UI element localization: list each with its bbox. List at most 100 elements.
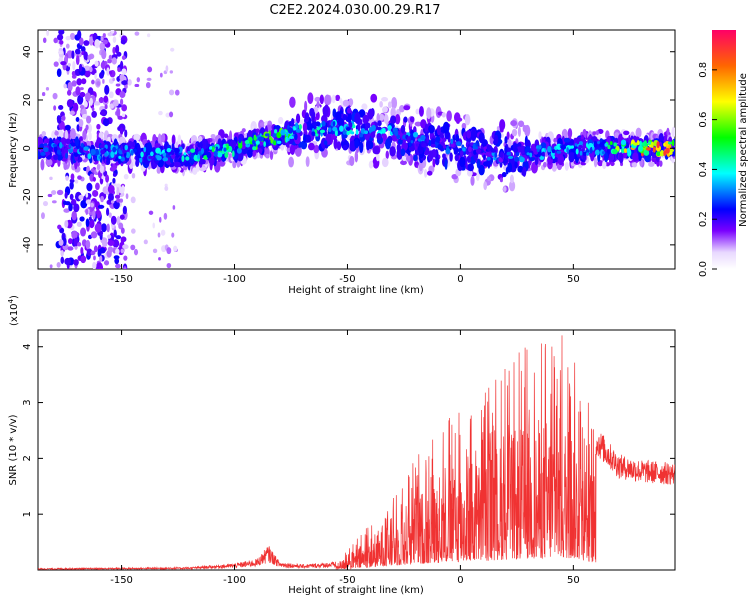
- spectrogram-blob: [382, 133, 387, 142]
- spectrogram-blob: [635, 127, 642, 139]
- spectrogram-blob: [429, 150, 434, 160]
- spectrogram-blob: [521, 169, 526, 176]
- spectrogram-blob: [59, 40, 64, 45]
- spectrogram-blob: [161, 133, 166, 143]
- snr-x-label: Height of straight line (km): [288, 585, 424, 596]
- spectrogram-blob: [79, 216, 85, 222]
- spectrogram-blob: [432, 158, 436, 168]
- spectrogram-blob: [60, 256, 65, 264]
- spectrogram-blob: [64, 192, 68, 199]
- spectrogram-blob: [537, 151, 541, 158]
- spectrogram-blob: [53, 154, 59, 161]
- colorbar-gradient: [712, 30, 736, 269]
- spectrogram-blob: [43, 143, 48, 147]
- spectrogram-blob: [64, 124, 71, 131]
- spectrogram-blob: [118, 222, 124, 230]
- spectrogram-blob: [132, 148, 138, 153]
- spectrogram-blob: [516, 146, 523, 153]
- spectrogram-blob: [253, 136, 258, 141]
- spectrogram-blob: [614, 137, 619, 144]
- spectrogram-blob: [85, 92, 91, 102]
- spectrogram-blob: [96, 81, 101, 86]
- spectrogram-blob: [370, 131, 376, 139]
- svg-text:(x104): (x104): [7, 295, 20, 326]
- spectrogram-blob: [302, 133, 307, 144]
- spectrogram-blob: [455, 141, 462, 147]
- spectrogram-blob: [406, 136, 411, 143]
- spectrogram-blob: [146, 33, 151, 38]
- y-tick-label: 40: [22, 45, 33, 58]
- spectrogram-blob: [311, 121, 318, 127]
- spectrogram-blob: [83, 51, 87, 60]
- spectrogram-blob: [319, 94, 324, 105]
- spectrogram-blob: [342, 144, 348, 151]
- spectrogram-blob: [121, 55, 126, 60]
- spectrogram-blob: [86, 115, 92, 124]
- spectrogram-blob: [100, 149, 106, 155]
- spectrogram-blob: [302, 122, 308, 133]
- spectrogram-blob: [67, 81, 73, 92]
- spectrogram-blob: [120, 248, 125, 254]
- spectrogram-blob: [92, 209, 96, 220]
- spectrogram-blob: [112, 172, 117, 177]
- spectrogram-blob: [122, 149, 127, 154]
- spectrogram-blob: [428, 139, 432, 147]
- spectrogram-blob: [103, 260, 110, 266]
- spectrogram-blob: [400, 124, 406, 134]
- spectrogram-blob: [315, 133, 319, 137]
- spectrogram-blob: [445, 147, 451, 155]
- spectrogram-blob: [114, 194, 121, 199]
- spectrogram-blob: [446, 110, 452, 122]
- spectrogram-blob: [405, 155, 411, 162]
- spectrogram-blob: [567, 128, 573, 139]
- spectrogram-blob: [483, 181, 488, 191]
- spectrogram-blob: [538, 131, 542, 140]
- spectrogram-blob: [121, 113, 126, 118]
- spectrogram-blob: [122, 244, 129, 250]
- spectrogram-blob: [608, 152, 615, 162]
- spectrogram-blob: [542, 161, 547, 168]
- spectrogram-blob: [156, 167, 161, 174]
- spectrogram-blob: [350, 131, 355, 135]
- spectrogram-blob: [449, 152, 453, 162]
- spectrogram-blob: [67, 246, 74, 251]
- y-tick-label: 20: [22, 94, 33, 107]
- spectrogram-blob: [578, 144, 583, 149]
- spectrogram-blob: [427, 170, 433, 176]
- x-tick-label: 0: [457, 575, 463, 586]
- spectrogram-blob: [493, 134, 499, 145]
- spectrogram-blob: [332, 120, 336, 127]
- spectrogram-blob: [444, 159, 448, 170]
- spectrogram-blob: [86, 182, 93, 192]
- spectrogram-blob: [80, 255, 87, 264]
- spectrogram-blob: [168, 111, 174, 118]
- spectrogram-blob: [53, 145, 58, 153]
- spectrogram-blob: [612, 148, 618, 155]
- spectrogram-blob: [400, 160, 407, 166]
- snr-y-label: SNR (10 * v/v): [8, 414, 19, 485]
- spectrogram-blob: [61, 115, 66, 121]
- spectrogram-blob: [486, 176, 492, 181]
- spectrogram-blob: [473, 149, 477, 155]
- spectrogram-blob: [607, 144, 611, 150]
- spectrogram-blob: [152, 222, 156, 229]
- spectrogram-blob: [569, 152, 575, 156]
- spectrogram-blob: [475, 148, 482, 154]
- spectrogram-blob: [116, 198, 121, 203]
- spectrogram-blob: [157, 232, 161, 238]
- spectrogram-blob: [221, 150, 225, 155]
- spectrogram-blob: [522, 124, 527, 133]
- spectrogram-blob: [378, 113, 385, 121]
- spectrogram-blob: [348, 98, 354, 107]
- spectrogram-blob: [190, 148, 196, 153]
- spectrogram-blob: [107, 184, 115, 194]
- spectrogram-blob: [454, 146, 459, 154]
- spectrogram-blob: [162, 157, 169, 162]
- spectrogram-blob: [671, 126, 675, 138]
- spectrogram-blob: [322, 105, 329, 118]
- spectrogram-blob: [304, 112, 310, 123]
- spectrogram-blob: [113, 255, 120, 260]
- spectrogram-blob: [116, 107, 121, 118]
- spectrogram-blob: [49, 176, 53, 181]
- spectrogram-blob: [362, 114, 369, 125]
